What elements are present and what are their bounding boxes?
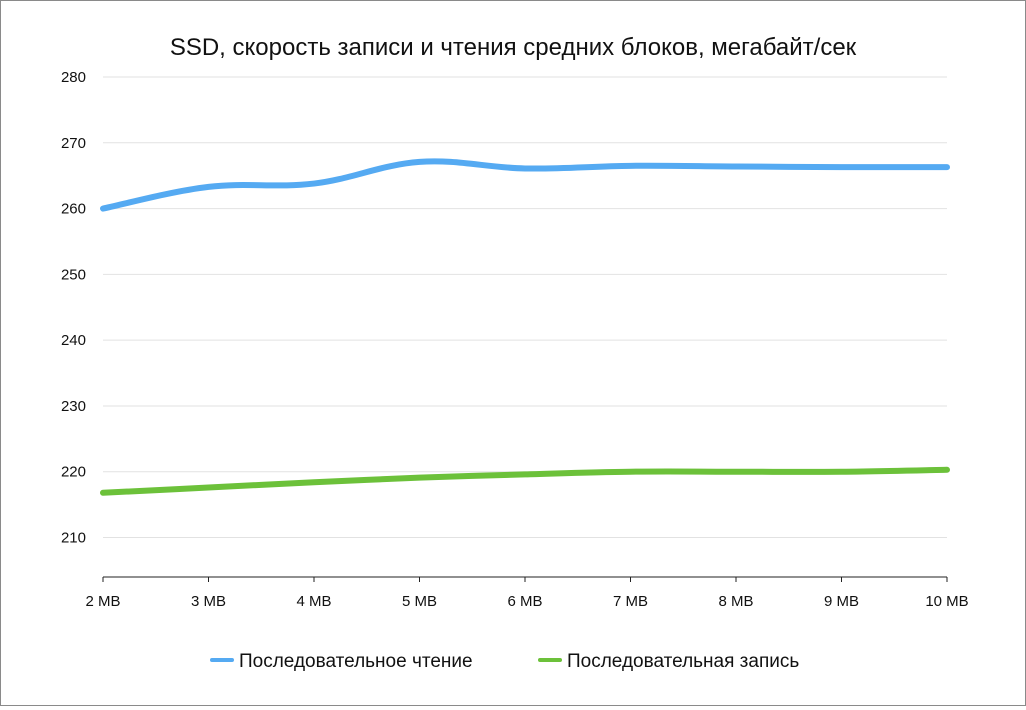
y-tick-label: 240	[61, 332, 86, 349]
series-line-1	[100, 466, 950, 496]
x-tick-label: 3 MB	[191, 593, 226, 610]
x-tick-label: 7 MB	[613, 593, 648, 610]
y-axis-ticks: 210 220 230 240 250 260 270 280	[61, 69, 86, 547]
x-tick-label: 2 MB	[85, 593, 120, 610]
y-tick-label: 270	[61, 135, 86, 152]
series-lines	[100, 158, 950, 496]
legend-label: Последовательное чтение	[239, 651, 473, 672]
y-tick-label: 280	[61, 69, 86, 86]
y-tick-label: 260	[61, 201, 86, 218]
y-tick-label: 220	[61, 464, 86, 481]
x-tick-label: 6 MB	[507, 593, 542, 610]
legend-label: Последовательная запись	[567, 651, 799, 672]
x-tick-label: 5 MB	[402, 593, 437, 610]
gridlines	[103, 76, 947, 539]
series-line-0	[100, 158, 950, 212]
x-axis: 2 MB 3 MB 4 MB 5 MB 6 MB 7 MB 8 MB 9 MB 10 MB	[85, 576, 969, 610]
legend: Последовательное чтение Последовательная …	[210, 651, 799, 672]
x-tick-label: 9 MB	[824, 593, 859, 610]
chart-title: SSD, скорость записи и чтения средних бл…	[170, 34, 857, 61]
x-tick-label: 10 MB	[925, 593, 968, 610]
y-tick-label: 230	[61, 398, 86, 415]
y-tick-label: 210	[61, 530, 86, 547]
x-tick-label: 8 MB	[718, 593, 753, 610]
x-tick-label: 4 MB	[296, 593, 331, 610]
y-tick-label: 250	[61, 266, 86, 283]
